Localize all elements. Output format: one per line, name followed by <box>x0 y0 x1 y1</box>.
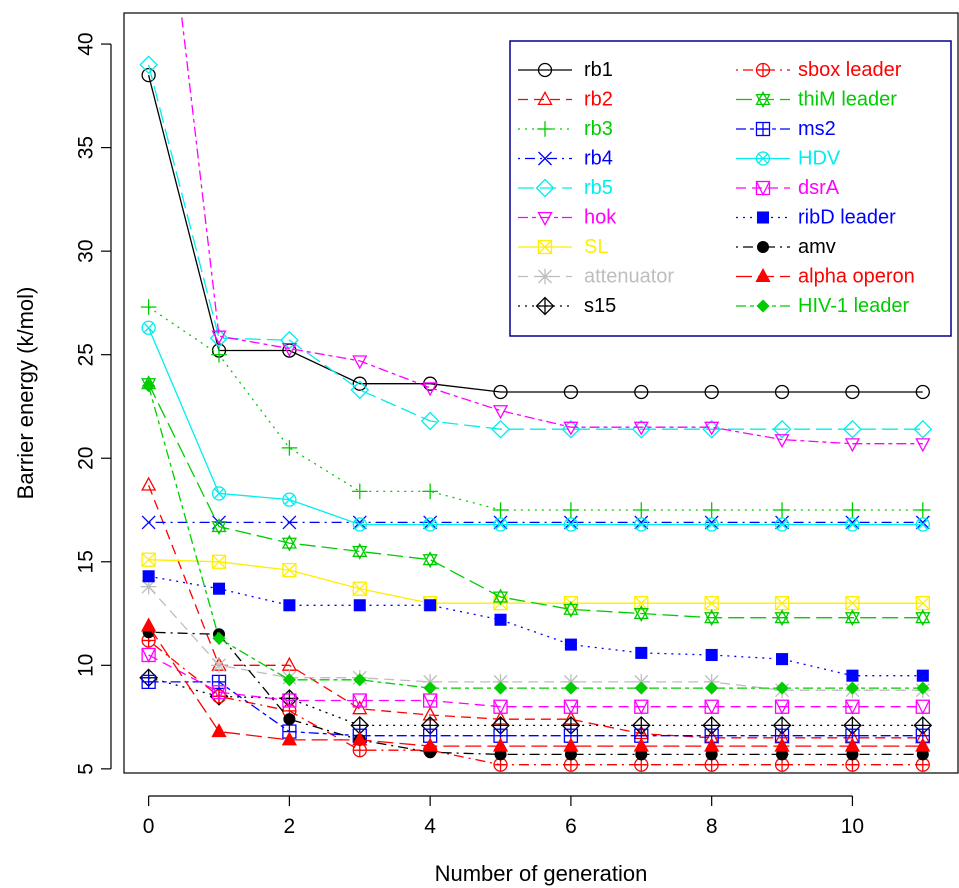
legend-label: sbox leader <box>798 59 902 81</box>
x-tick-label: 0 <box>143 815 155 838</box>
legend-label: SL <box>584 236 608 258</box>
legend-label: thiM leader <box>798 89 897 111</box>
legend-label: HDV <box>798 148 841 170</box>
y-tick-label: 35 <box>75 136 98 159</box>
legend-marker <box>757 212 768 223</box>
data-point <box>213 690 226 703</box>
legend-label: rb5 <box>584 177 613 199</box>
data-point <box>636 647 647 658</box>
y-tick-label: 40 <box>75 32 98 55</box>
legend-label: ms2 <box>798 118 836 140</box>
legend-marker <box>757 241 768 252</box>
x-axis-title: Number of generation <box>435 861 648 886</box>
legend-label: HIV-1 leader <box>798 295 910 317</box>
data-point <box>777 654 788 665</box>
x-tick-label: 4 <box>424 815 436 838</box>
legend-label: alpha operon <box>798 266 915 288</box>
x-tick-label: 8 <box>706 815 718 838</box>
data-point <box>425 600 436 611</box>
legend-label: s15 <box>584 295 616 317</box>
data-point <box>211 658 227 674</box>
data-point <box>284 714 295 725</box>
data-point <box>354 600 365 611</box>
y-tick-label: 5 <box>75 763 98 775</box>
data-point <box>213 583 224 594</box>
data-point <box>495 614 506 625</box>
data-point <box>917 670 928 681</box>
legend-label: rb3 <box>584 118 613 140</box>
legend-marker <box>537 269 553 285</box>
x-tick-label: 2 <box>284 815 296 838</box>
legend-label: ribD leader <box>798 207 896 229</box>
legend-label: rb4 <box>584 148 613 170</box>
x-tick-label: 6 <box>565 815 577 838</box>
legend-label: dsrA <box>798 177 840 199</box>
data-point <box>847 670 858 681</box>
y-tick-label: 10 <box>75 654 98 677</box>
y-axis-title: Barrier energy (k/mol) <box>13 287 38 500</box>
y-tick-label: 25 <box>75 343 98 366</box>
data-point <box>284 600 295 611</box>
legend-label: rb2 <box>584 89 613 111</box>
x-tick-label: 10 <box>841 815 864 838</box>
y-tick-label: 20 <box>75 447 98 470</box>
data-point <box>565 639 576 650</box>
legend-label: rb1 <box>584 59 613 81</box>
data-point <box>143 571 154 582</box>
data-point <box>706 649 717 660</box>
legend-label: attenuator <box>584 266 674 288</box>
legend-label: hok <box>584 207 617 229</box>
legend-marker <box>757 64 770 77</box>
y-tick-label: 15 <box>75 550 98 573</box>
y-tick-label: 30 <box>75 239 98 262</box>
legend-box <box>510 41 951 336</box>
legend-label: amv <box>798 236 836 258</box>
legend: rb1 rb2 rb3 rb4 rb5 hok SL attenuator s15 sbox le… <box>510 41 951 336</box>
